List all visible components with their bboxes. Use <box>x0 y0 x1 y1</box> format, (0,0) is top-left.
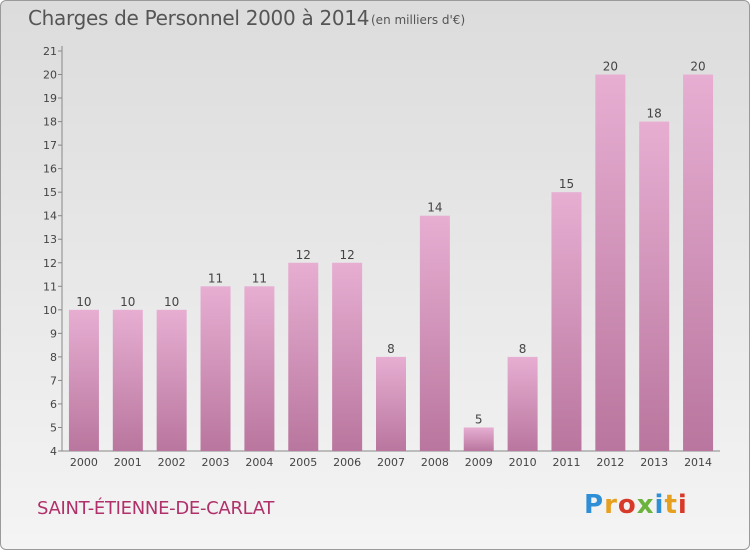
logo-letter: i <box>654 490 665 520</box>
x-tick-label: 2004 <box>245 456 273 469</box>
data-label: 11 <box>208 271 223 285</box>
logo-letter: P <box>584 490 605 520</box>
logo-letter: x <box>636 490 655 520</box>
x-tick-label: 2012 <box>596 456 624 469</box>
bar <box>200 286 231 451</box>
data-label: 8 <box>387 342 395 356</box>
bar <box>551 192 582 452</box>
y-tick-label: 9 <box>50 327 57 340</box>
place-name: SAINT-ÉTIENNE-DE-CARLAT <box>37 498 275 519</box>
axes: 4 5 6 7 8 9 10 11 12 13 14 15 16 17 18 19 20 21 2000 2001 20… <box>43 45 720 469</box>
x-tick-label: 2008 <box>421 456 449 469</box>
y-tick-label: 18 <box>43 116 57 129</box>
logo-letter: t <box>664 490 678 520</box>
data-label: 8 <box>519 342 527 356</box>
data-label: 15 <box>559 177 574 191</box>
x-tick-label: 2009 <box>465 456 493 469</box>
y-tick-label: 11 <box>43 280 57 293</box>
y-tick-label: 12 <box>43 257 57 270</box>
data-label: 5 <box>475 412 483 426</box>
bar <box>112 309 143 451</box>
data-labels: 10 10 10 11 11 12 12 8 14 5 8 15 20 18 20 <box>76 60 705 427</box>
bar <box>288 262 319 451</box>
y-tick-label: 8 <box>50 351 57 364</box>
x-tick-label: 2010 <box>509 456 537 469</box>
bar <box>683 74 714 451</box>
y-tick-label: 21 <box>43 45 57 58</box>
data-label: 20 <box>603 60 618 74</box>
bar <box>595 74 626 451</box>
x-tick-label: 2003 <box>202 456 230 469</box>
chart-title: Charges de Personnel 2000 à 2014 <box>28 6 370 30</box>
y-tick-label: 14 <box>43 210 57 223</box>
y-tick-label: 17 <box>43 139 57 152</box>
data-label: 11 <box>252 271 267 285</box>
data-label: 18 <box>647 107 662 121</box>
data-label: 12 <box>339 248 354 262</box>
logo-letter: o <box>617 490 637 520</box>
y-tick-label: 7 <box>50 374 57 387</box>
y-tick-label: 13 <box>43 233 57 246</box>
bars <box>68 74 714 452</box>
y-tick-label: 15 <box>43 186 57 199</box>
data-label: 12 <box>296 248 311 262</box>
bar <box>463 427 494 451</box>
chart-subtitle: (en milliers d'€) <box>371 13 466 27</box>
y-tick-label: 20 <box>43 69 57 82</box>
data-label: 10 <box>164 295 179 309</box>
bar <box>244 286 275 451</box>
data-label: 20 <box>690 60 705 74</box>
x-tick-label: 2002 <box>158 456 186 469</box>
y-tick-label: 4 <box>50 445 57 458</box>
bar <box>68 309 99 451</box>
data-label: 10 <box>76 295 91 309</box>
bar <box>419 215 450 451</box>
x-tick-label: 2011 <box>552 456 580 469</box>
y-tick-label: 5 <box>50 421 57 434</box>
bar <box>376 356 406 451</box>
data-label: 10 <box>120 295 135 309</box>
y-tick-label: 16 <box>43 163 57 176</box>
proxiti-logo[interactable]: Proxiti <box>584 490 688 520</box>
x-tick-label: 2013 <box>640 456 668 469</box>
y-tick-label: 6 <box>50 398 57 411</box>
bar <box>507 356 538 451</box>
x-tick-label: 2014 <box>684 456 712 469</box>
x-tick-label: 2006 <box>333 456 361 469</box>
x-tick-label: 2005 <box>289 456 317 469</box>
y-tick-label: 10 <box>43 304 57 317</box>
y-tick-label: 19 <box>43 92 57 105</box>
bar <box>156 309 187 451</box>
bar <box>332 262 363 451</box>
x-tick-label: 2000 <box>70 456 98 469</box>
bar <box>639 121 670 452</box>
x-tick-label: 2007 <box>377 456 405 469</box>
x-tick-label: 2001 <box>114 456 142 469</box>
logo-letter: i <box>677 490 688 520</box>
data-label: 14 <box>427 201 442 215</box>
logo-letter: r <box>604 490 618 520</box>
